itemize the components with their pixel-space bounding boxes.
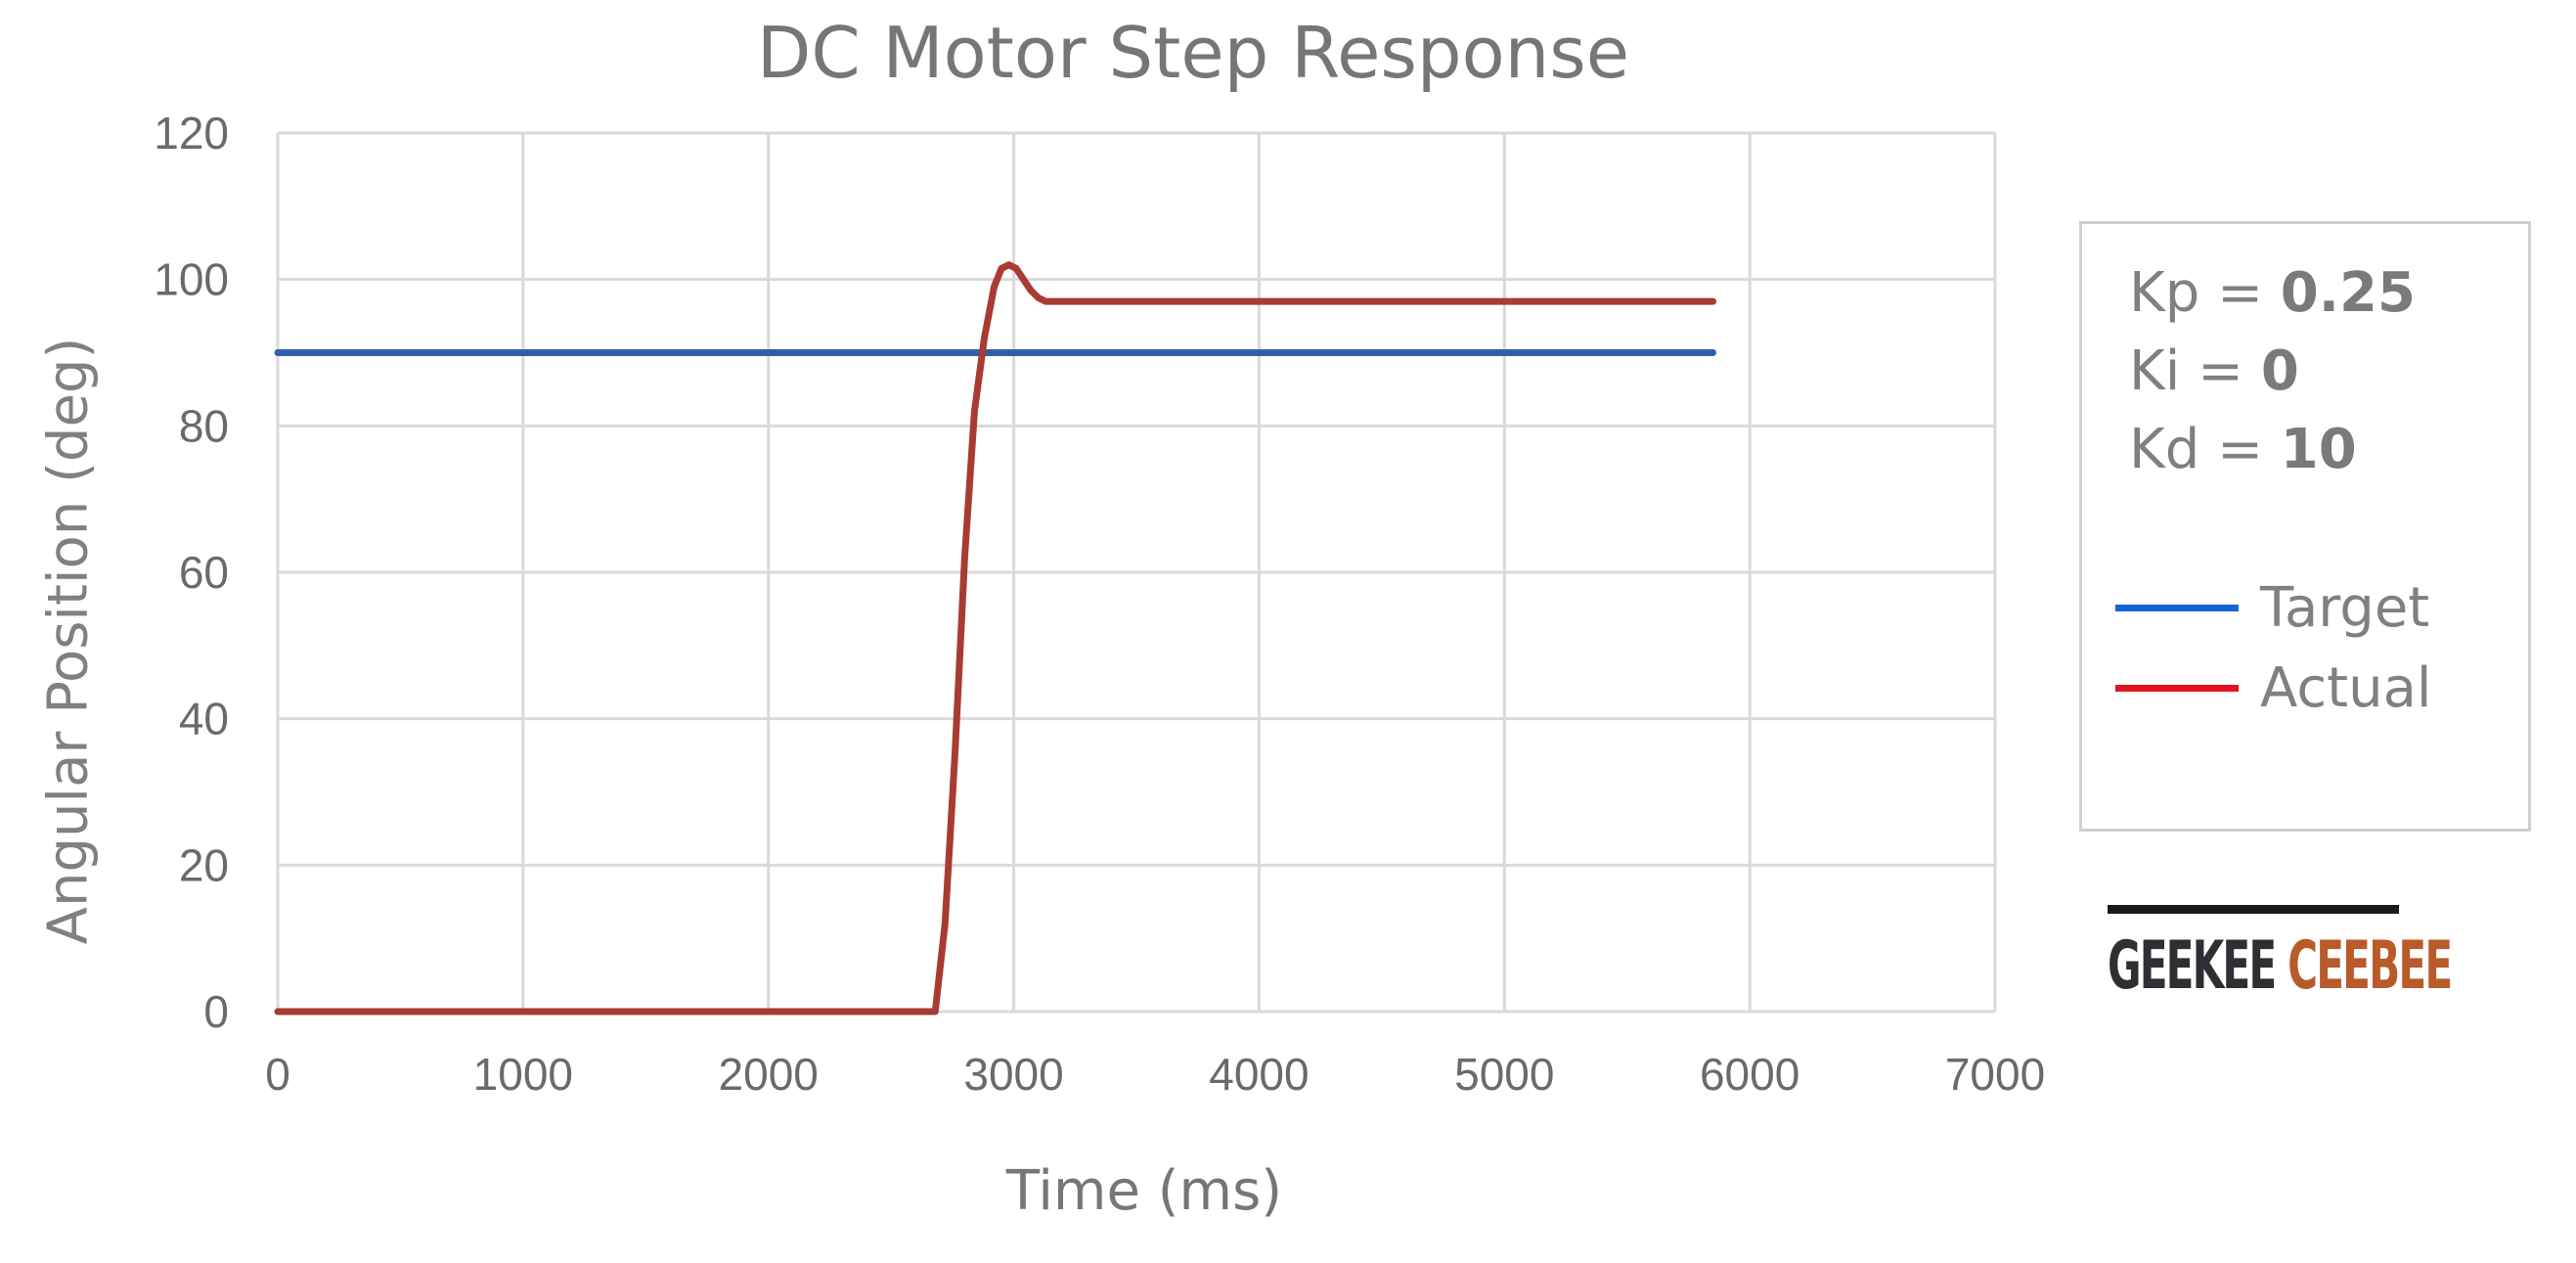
x-tick-label: 2000 <box>719 1049 819 1100</box>
y-tick-label: 40 <box>179 694 229 744</box>
kd-label: Kd = <box>2129 418 2281 481</box>
parameter-legend-box: Kp = 0.25 Ki = 0 Kd = 10 Target Actual <box>2079 221 2531 832</box>
legend-item-actual: Actual <box>2115 655 2432 720</box>
y-axis-label: Angular Position (deg) <box>36 337 101 945</box>
x-tick-label: 7000 <box>1945 1049 2045 1100</box>
x-axis-label: Time (ms) <box>1005 1159 1283 1223</box>
y-tick-label: 60 <box>179 547 229 598</box>
logo-part2: CEEBEE <box>2287 927 2453 1005</box>
y-tick-label: 0 <box>203 986 229 1037</box>
legend-swatch-actual <box>2115 684 2239 692</box>
y-tick-label: 20 <box>179 839 229 890</box>
y-tick-label: 80 <box>179 400 229 451</box>
kd-value: 10 <box>2280 418 2357 481</box>
legend-label-target: Target <box>2260 575 2430 640</box>
kd-param: Kd = 10 <box>2129 418 2357 481</box>
grid-lines <box>276 131 1997 1014</box>
y-tick-label: 100 <box>154 254 229 305</box>
legend-swatch-target <box>2115 604 2239 611</box>
x-tick-label: 0 <box>265 1049 290 1100</box>
y-tick-label: 120 <box>154 108 229 158</box>
x-tick-label: 1000 <box>473 1049 573 1100</box>
x-tick-label: 4000 <box>1209 1049 1309 1100</box>
kp-param: Kp = 0.25 <box>2129 261 2416 325</box>
series-lines <box>274 261 1716 1015</box>
ki-value: 0 <box>2260 339 2299 403</box>
series-line-actual <box>274 261 1716 1015</box>
brand-logo: GEEKEE CEEBEE <box>2108 905 2453 1005</box>
legend-label-actual: Actual <box>2260 655 2432 720</box>
ki-label: Ki = <box>2129 339 2261 403</box>
legend-item-target: Target <box>2115 575 2430 640</box>
kp-label: Kp = <box>2129 261 2281 325</box>
ki-param: Ki = 0 <box>2129 339 2299 403</box>
logo-bar <box>2108 905 2399 914</box>
x-tick-label: 6000 <box>1700 1049 1799 1100</box>
x-tick-label: 5000 <box>1454 1049 1554 1100</box>
chart-title: DC Motor Step Response <box>756 12 1630 94</box>
x-tick-label: 3000 <box>963 1049 1063 1100</box>
kp-value: 0.25 <box>2280 261 2416 325</box>
logo-text: GEEKEE CEEBEE <box>2108 927 2453 1005</box>
tick-labels: 0 1000 2000 3000 4000 5000 6000 7000 0 20 40 60 80 10… <box>154 108 2045 1100</box>
logo-part1: GEEKEE <box>2108 927 2277 1005</box>
